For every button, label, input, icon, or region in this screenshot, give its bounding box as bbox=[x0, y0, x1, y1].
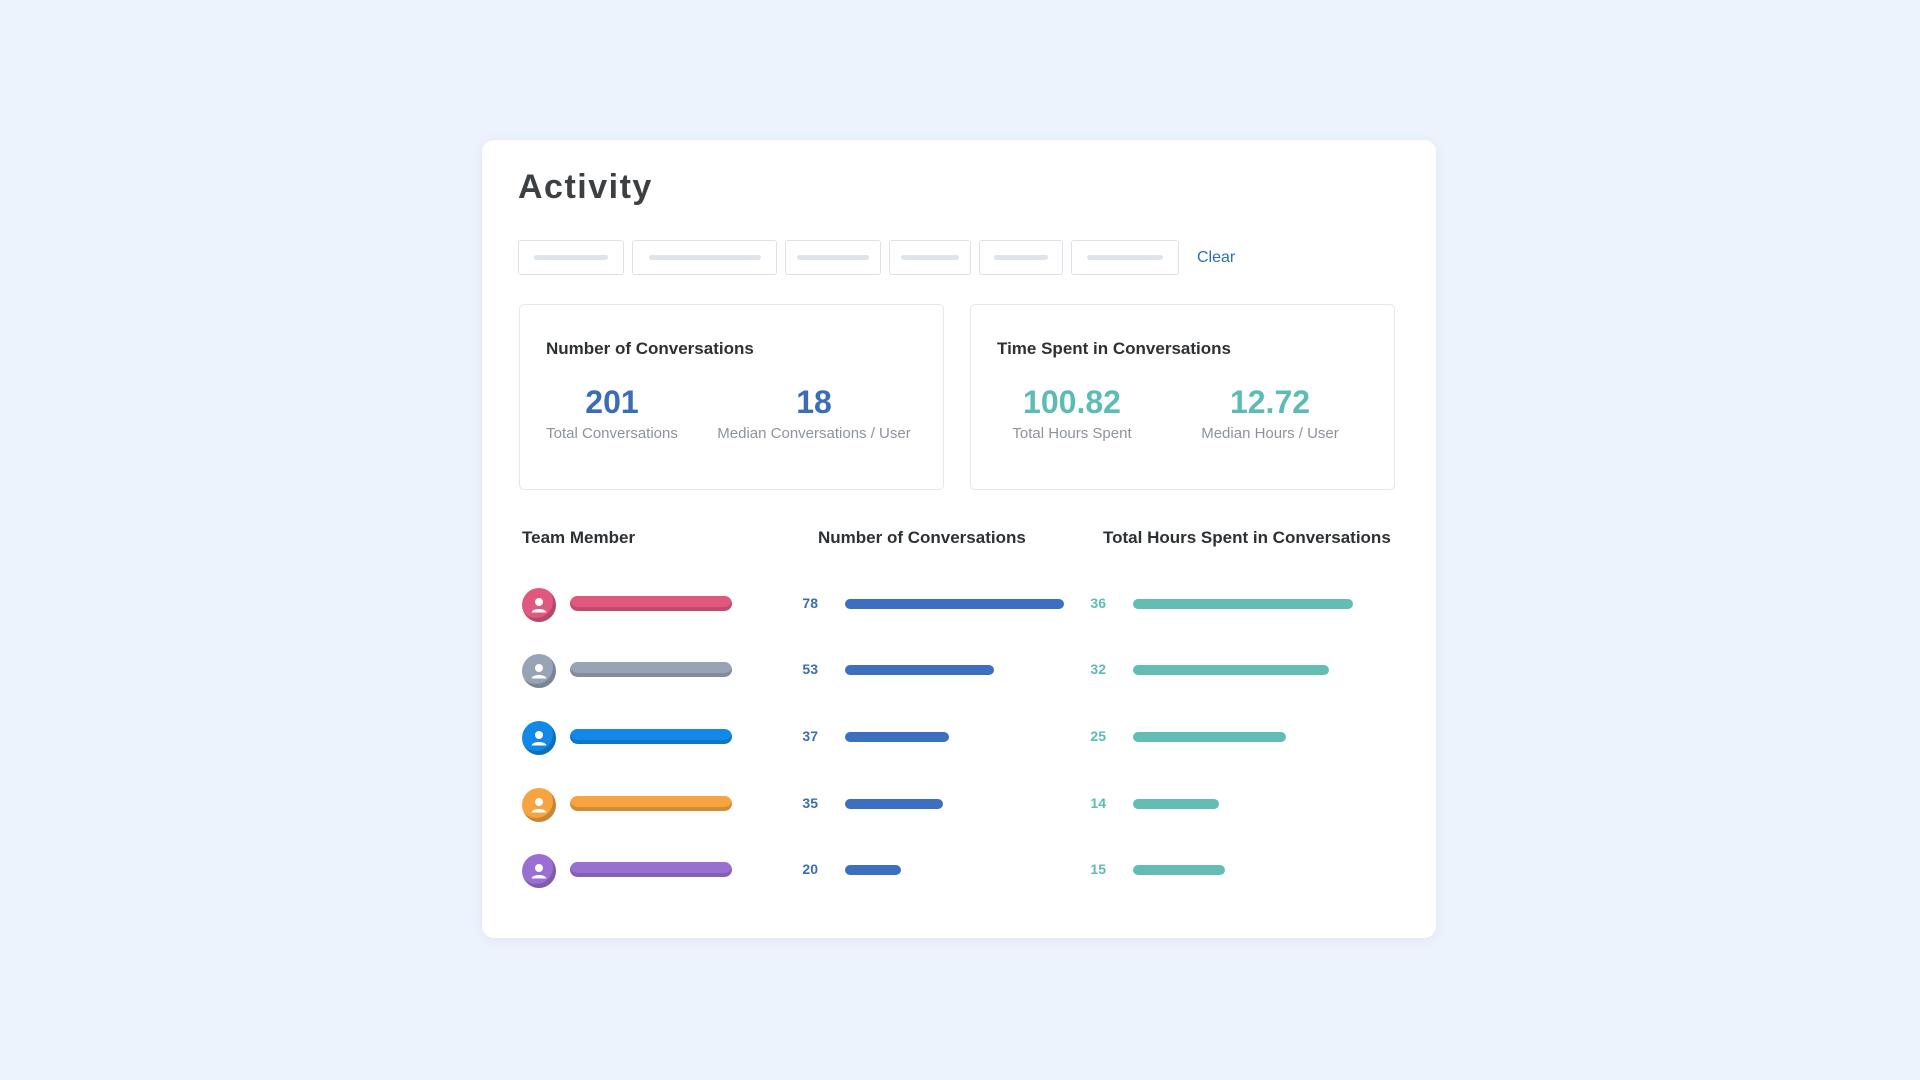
hours-count: 14 bbox=[1090, 795, 1106, 811]
conversations-bar bbox=[845, 665, 994, 675]
filter-dropdown-5[interactable] bbox=[979, 240, 1063, 275]
table-row[interactable]: 35 14 bbox=[482, 786, 1436, 826]
total-hours-label: Total Hours Spent bbox=[1012, 425, 1132, 442]
filter-dropdown-4[interactable] bbox=[889, 240, 971, 275]
member-name-placeholder bbox=[570, 662, 732, 677]
user-icon bbox=[522, 654, 556, 688]
conversations-bar bbox=[845, 599, 1064, 609]
user-icon bbox=[522, 721, 556, 755]
filter-bar: Clear bbox=[518, 240, 1235, 275]
total-conversations-stat: 201 Total Conversations bbox=[546, 383, 678, 442]
total-conversations-label: Total Conversations bbox=[546, 425, 678, 442]
time-box-title: Time Spent in Conversations bbox=[997, 339, 1231, 358]
filter-placeholder bbox=[648, 255, 761, 260]
filter-placeholder bbox=[994, 255, 1048, 260]
conversations-summary-box: Number of Conversations 201 Total Conver… bbox=[519, 304, 944, 490]
page-title: Activity bbox=[518, 168, 653, 206]
member-name-placeholder bbox=[570, 862, 732, 877]
total-hours-stat: 100.82 Total Hours Spent bbox=[1012, 383, 1131, 442]
filter-dropdown-1[interactable] bbox=[518, 240, 624, 275]
table-row[interactable]: 53 32 bbox=[482, 652, 1436, 692]
conversations-bar bbox=[845, 865, 901, 875]
hours-bar bbox=[1133, 732, 1286, 742]
conversations-count: 78 bbox=[802, 595, 818, 611]
team-member-header: Team Member bbox=[522, 528, 636, 547]
member-name-placeholder bbox=[570, 596, 732, 611]
median-hours-label: Median Hours / User bbox=[1201, 425, 1339, 442]
user-icon bbox=[522, 854, 556, 888]
filter-dropdown-3[interactable] bbox=[785, 240, 881, 275]
conversations-box-title: Number of Conversations bbox=[546, 339, 754, 358]
filter-placeholder bbox=[1087, 255, 1163, 260]
hours-count: 15 bbox=[1090, 861, 1106, 877]
hours-bar bbox=[1133, 865, 1225, 875]
member-name-placeholder bbox=[570, 729, 732, 744]
conversations-bar bbox=[845, 799, 943, 809]
filter-placeholder bbox=[797, 255, 869, 260]
activity-card: Activity Clear Number of Conversations 2… bbox=[482, 140, 1436, 938]
filter-placeholder bbox=[901, 255, 959, 260]
hours-count: 32 bbox=[1090, 661, 1106, 677]
filter-dropdown-6[interactable] bbox=[1071, 240, 1179, 275]
conversations-count: 20 bbox=[802, 861, 818, 877]
time-summary-box: Time Spent in Conversations 100.82 Total… bbox=[970, 304, 1395, 490]
median-conversations-value: 18 bbox=[796, 384, 832, 420]
hours-bar bbox=[1133, 599, 1353, 609]
table-row[interactable]: 78 36 bbox=[482, 586, 1436, 626]
user-icon bbox=[522, 788, 556, 822]
conversations-count: 37 bbox=[802, 728, 818, 744]
table-row[interactable]: 20 15 bbox=[482, 852, 1436, 892]
hours-bar bbox=[1133, 665, 1329, 675]
median-hours-value: 12.72 bbox=[1229, 384, 1311, 420]
filter-dropdown-2[interactable] bbox=[632, 240, 777, 275]
hours-count: 25 bbox=[1090, 728, 1106, 744]
median-hours-stat: 12.72 Median Hours / User bbox=[1201, 383, 1339, 442]
median-conversations-label: Median Conversations / User bbox=[717, 425, 911, 442]
hours-bar bbox=[1133, 799, 1219, 809]
conversations-header: Number of Conversations bbox=[818, 528, 1026, 547]
total-hours-value: 100.82 bbox=[1023, 384, 1121, 420]
total-conversations-value: 201 bbox=[585, 384, 639, 420]
user-icon bbox=[522, 588, 556, 622]
conversations-count: 35 bbox=[802, 795, 818, 811]
hours-header: Total Hours Spent in Conversations bbox=[1103, 528, 1391, 547]
member-name-placeholder bbox=[570, 796, 732, 811]
clear-filters-link[interactable]: Clear bbox=[1197, 248, 1236, 266]
median-conversations-stat: 18 Median Conversations / User bbox=[717, 383, 910, 442]
conversations-count: 53 bbox=[802, 661, 818, 677]
table-row[interactable]: 37 25 bbox=[482, 719, 1436, 759]
conversations-bar bbox=[845, 732, 949, 742]
hours-count: 36 bbox=[1090, 595, 1106, 611]
filter-placeholder bbox=[534, 255, 608, 260]
